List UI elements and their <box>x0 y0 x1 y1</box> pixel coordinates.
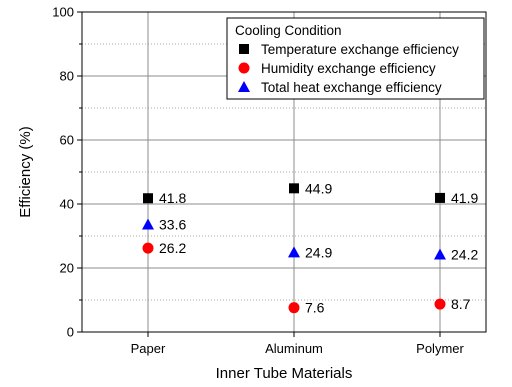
data-label: 41.8 <box>159 190 186 206</box>
y-tick-label: 20 <box>60 261 74 276</box>
x-axis-ticks: Paper Aluminum Polymer <box>131 332 465 356</box>
data-label: 41.9 <box>451 190 478 206</box>
legend-box <box>226 17 485 100</box>
legend-marker <box>238 62 250 74</box>
x-tick-label: Polymer <box>416 341 464 356</box>
x-axis-title: Inner Tube Materials <box>216 365 353 382</box>
legend: Cooling Condition Temperature exchange e… <box>226 17 485 100</box>
data-point <box>434 298 446 310</box>
data-point <box>289 183 299 194</box>
y-tick-label: 0 <box>67 325 74 340</box>
legend-label: Total heat exchange efficiency <box>261 80 442 95</box>
legend-marker <box>238 81 250 92</box>
y-axis-title: Efficiency (%) <box>17 126 34 217</box>
legend-title: Cooling Condition <box>235 23 342 38</box>
y-tick-label: 100 <box>52 5 74 20</box>
data-point <box>143 193 153 204</box>
data-label: 26.2 <box>159 240 186 256</box>
data-marks: 41.8 44.9 41.9 26.2 7.6 8.7 33.6 24.9 24.2 <box>142 180 478 316</box>
legend-items: Temperature exchange efficiency Humidity … <box>238 42 459 95</box>
y-axis-ticks: 0 20 40 60 80 100 <box>52 5 82 340</box>
data-label: 7.6 <box>305 300 325 316</box>
data-point <box>142 218 154 230</box>
x-tick-label: Paper <box>131 341 166 356</box>
legend-label: Temperature exchange efficiency <box>261 42 459 57</box>
data-point <box>288 246 300 258</box>
y-tick-label: 60 <box>60 133 74 148</box>
y-tick-label: 40 <box>60 197 74 212</box>
data-label: 33.6 <box>159 216 186 232</box>
y-tick-label: 80 <box>60 69 74 84</box>
data-label: 8.7 <box>451 296 471 312</box>
legend-marker <box>239 44 249 54</box>
legend-label: Humidity exchange efficiency <box>261 61 436 76</box>
data-label: 44.9 <box>305 180 332 196</box>
x-tick-label: Aluminum <box>265 341 323 356</box>
data-label: 24.9 <box>305 244 332 260</box>
data-label: 24.2 <box>451 247 478 263</box>
data-point <box>288 302 300 314</box>
data-point <box>435 192 445 203</box>
data-point <box>142 242 154 254</box>
data-point <box>434 248 446 260</box>
